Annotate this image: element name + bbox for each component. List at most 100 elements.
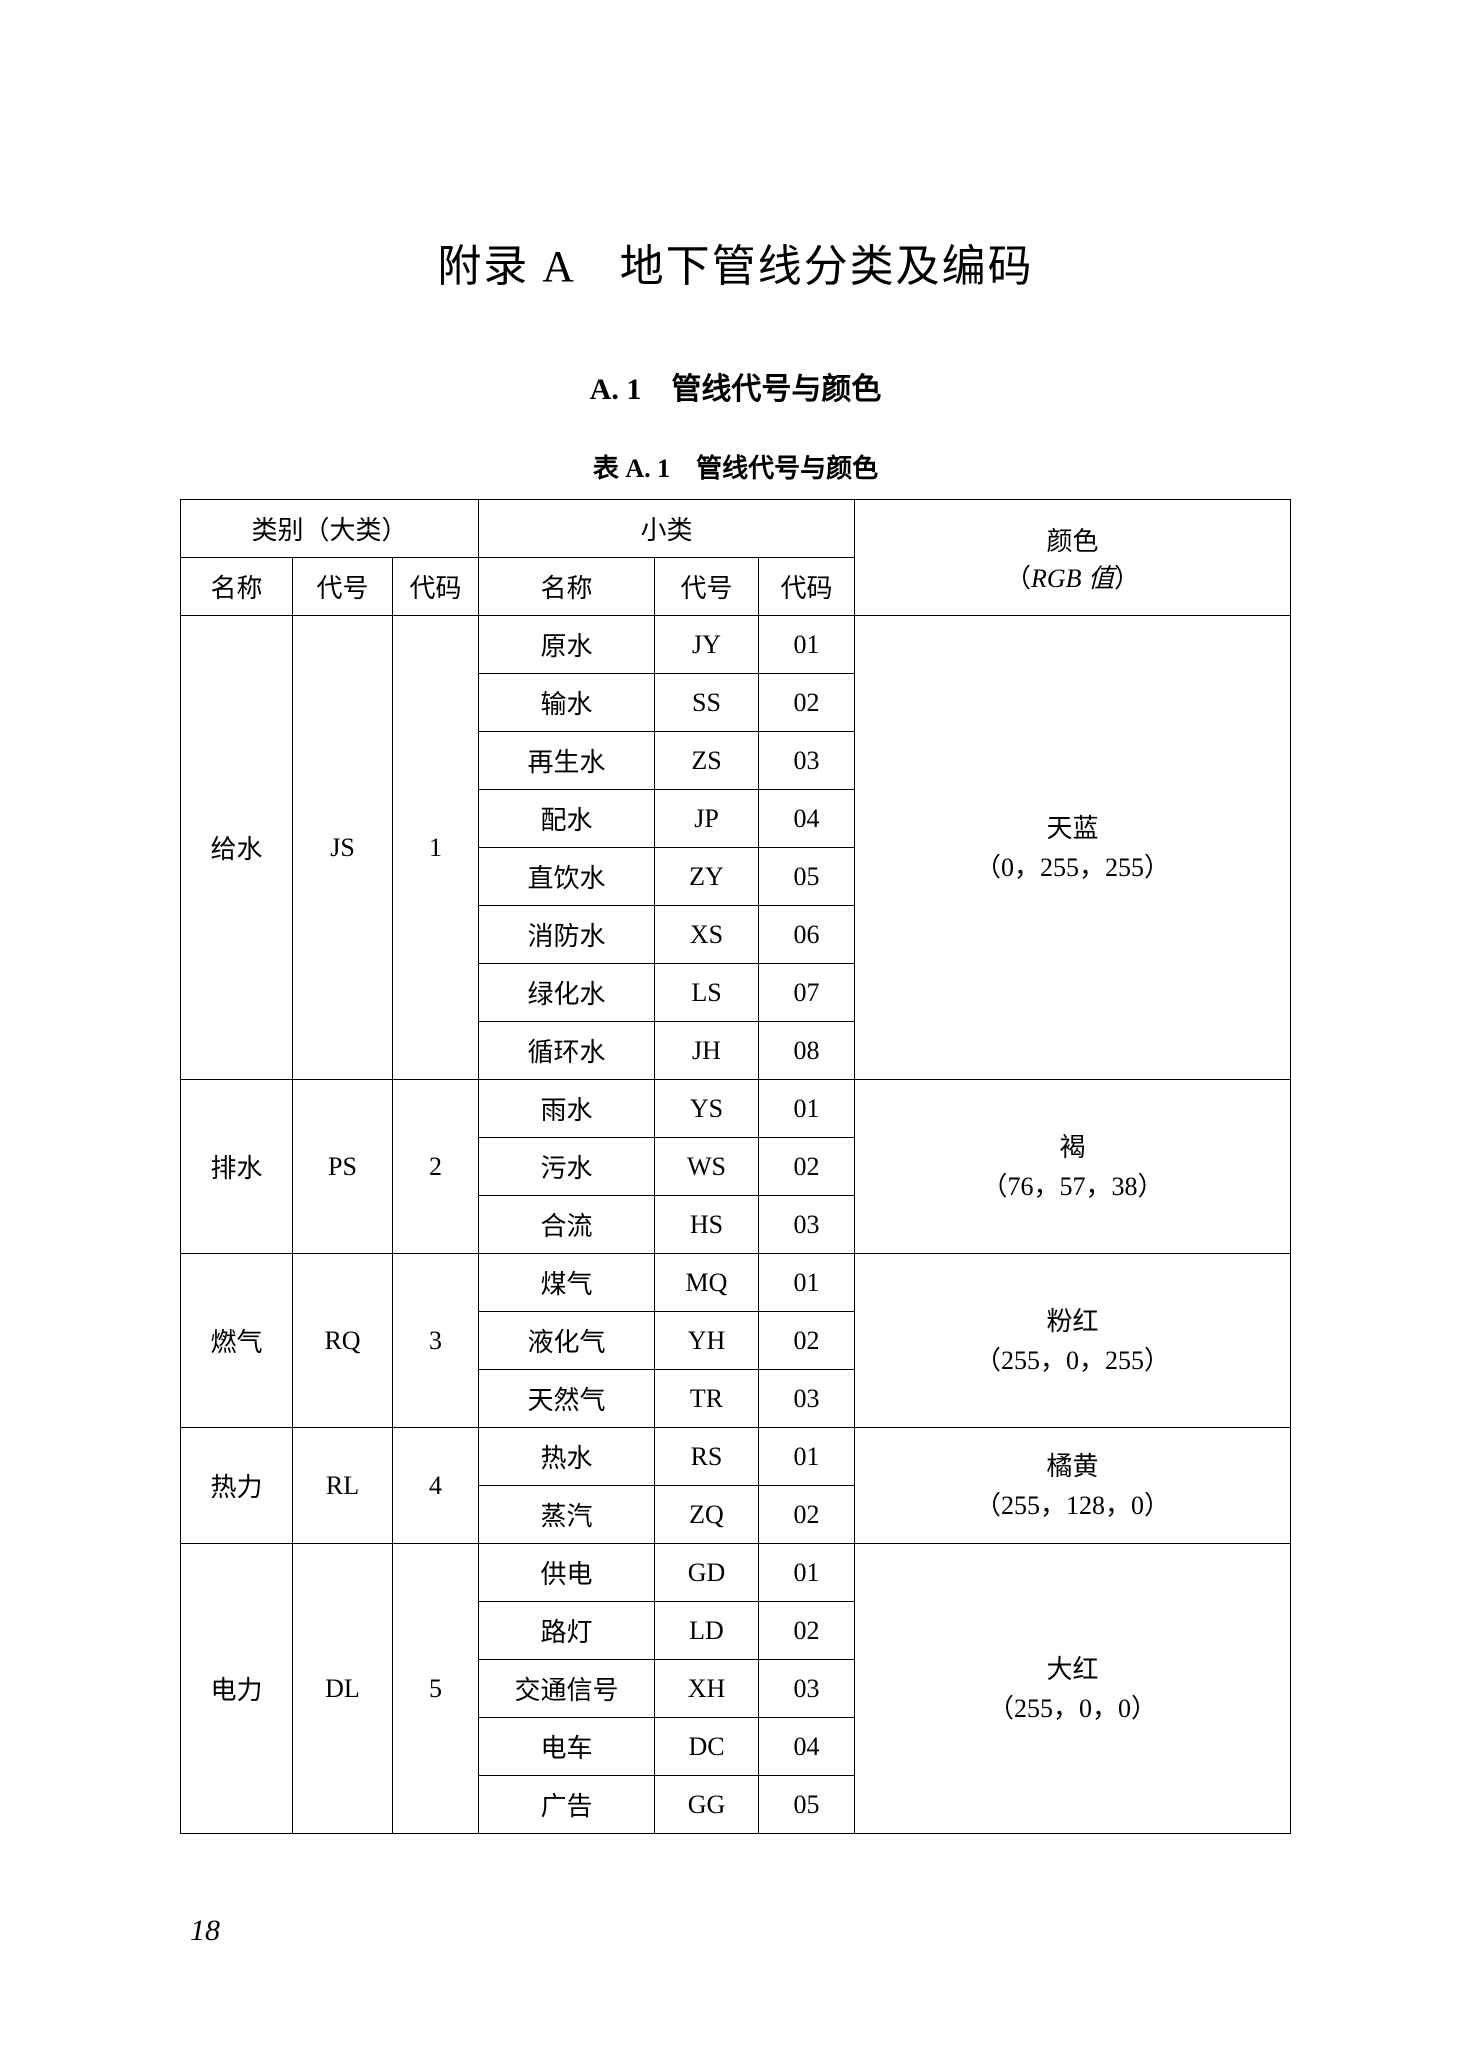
- minor-sym-cell: HS: [655, 1196, 759, 1254]
- pipeline-code-color-table: 类别（大类） 小类 颜色 （RGB 值） 名称 代号 代码 名称 代号 代码 给…: [180, 499, 1291, 1834]
- color-name: 大红: [1046, 1655, 1098, 1684]
- color-rgb: （76，57，38）: [981, 1172, 1163, 1201]
- minor-sym-cell: JP: [655, 790, 759, 848]
- minor-sym-cell: JH: [655, 1022, 759, 1080]
- major-code-cell: 3: [393, 1254, 479, 1428]
- minor-name-cell: 循环水: [479, 1022, 655, 1080]
- minor-code-cell: 03: [759, 1196, 855, 1254]
- minor-name-cell: 雨水: [479, 1080, 655, 1138]
- minor-name-cell: 污水: [479, 1138, 655, 1196]
- minor-sym-cell: GD: [655, 1544, 759, 1602]
- head-minor: 小类: [479, 500, 855, 558]
- minor-name-cell: 蒸汽: [479, 1486, 655, 1544]
- color-cell: 粉红（255，0，255）: [855, 1254, 1291, 1428]
- minor-code-cell: 01: [759, 616, 855, 674]
- minor-name-cell: 天然气: [479, 1370, 655, 1428]
- head-color-label: 颜色: [1046, 527, 1098, 556]
- major-name-cell: 给水: [181, 616, 293, 1080]
- minor-sym-cell: YS: [655, 1080, 759, 1138]
- minor-code-cell: 07: [759, 964, 855, 1022]
- minor-sym-cell: XS: [655, 906, 759, 964]
- minor-code-cell: 03: [759, 732, 855, 790]
- color-name: 天蓝: [1046, 814, 1098, 843]
- major-sym-cell: JS: [293, 616, 393, 1080]
- table-row: 燃气RQ3煤气MQ01粉红（255，0，255）: [181, 1254, 1291, 1312]
- minor-sym-cell: DC: [655, 1718, 759, 1776]
- major-sym-cell: RL: [293, 1428, 393, 1544]
- color-rgb: （0，255，255）: [975, 853, 1170, 882]
- minor-code-cell: 01: [759, 1254, 855, 1312]
- table-row: 电力DL5供电GD01大红（255，0，0）: [181, 1544, 1291, 1602]
- color-name: 粉红: [1046, 1307, 1098, 1336]
- section-heading: A. 1 管线代号与颜色: [180, 364, 1291, 408]
- minor-code-cell: 02: [759, 1312, 855, 1370]
- minor-name-cell: 配水: [479, 790, 655, 848]
- minor-code-cell: 06: [759, 906, 855, 964]
- minor-name-cell: 交通信号: [479, 1660, 655, 1718]
- table-row: 排水PS2雨水YS01褐（76，57，38）: [181, 1080, 1291, 1138]
- minor-name-cell: 电车: [479, 1718, 655, 1776]
- page-number: 18: [190, 1914, 220, 1948]
- minor-code-cell: 01: [759, 1080, 855, 1138]
- minor-sym-cell: XH: [655, 1660, 759, 1718]
- minor-name-cell: 供电: [479, 1544, 655, 1602]
- minor-code-cell: 02: [759, 674, 855, 732]
- minor-name-cell: 绿化水: [479, 964, 655, 1022]
- table-body: 给水JS1原水JY01天蓝（0，255，255）输水SS02再生水ZS03配水J…: [181, 616, 1291, 1834]
- minor-name-cell: 原水: [479, 616, 655, 674]
- minor-sym-cell: LD: [655, 1602, 759, 1660]
- minor-sym-cell: TR: [655, 1370, 759, 1428]
- minor-sym-cell: JY: [655, 616, 759, 674]
- major-sym-cell: PS: [293, 1080, 393, 1254]
- major-sym-cell: DL: [293, 1544, 393, 1834]
- minor-name-cell: 输水: [479, 674, 655, 732]
- color-name: 褐: [1059, 1133, 1085, 1162]
- head-minor-code: 代码: [759, 558, 855, 616]
- minor-name-cell: 再生水: [479, 732, 655, 790]
- head-minor-name: 名称: [479, 558, 655, 616]
- minor-name-cell: 直饮水: [479, 848, 655, 906]
- color-name: 橘黄: [1046, 1452, 1098, 1481]
- color-rgb: （255，128，0）: [975, 1491, 1170, 1520]
- color-cell: 大红 （255，0，0）: [855, 1544, 1291, 1834]
- minor-code-cell: 04: [759, 1718, 855, 1776]
- minor-code-cell: 05: [759, 848, 855, 906]
- minor-sym-cell: ZS: [655, 732, 759, 790]
- color-cell: 天蓝 （0，255，255）: [855, 616, 1291, 1080]
- minor-sym-cell: MQ: [655, 1254, 759, 1312]
- minor-sym-cell: WS: [655, 1138, 759, 1196]
- minor-code-cell: 02: [759, 1138, 855, 1196]
- major-name-cell: 电力: [181, 1544, 293, 1834]
- head-minor-sym: 代号: [655, 558, 759, 616]
- minor-code-cell: 03: [759, 1370, 855, 1428]
- major-name-cell: 热力: [181, 1428, 293, 1544]
- minor-code-cell: 05: [759, 1776, 855, 1834]
- appendix-title: 附录 A 地下管线分类及编码: [180, 230, 1291, 294]
- head-major-sym: 代号: [293, 558, 393, 616]
- major-code-cell: 2: [393, 1080, 479, 1254]
- minor-name-cell: 合流: [479, 1196, 655, 1254]
- minor-sym-cell: YH: [655, 1312, 759, 1370]
- minor-code-cell: 04: [759, 790, 855, 848]
- minor-sym-cell: ZY: [655, 848, 759, 906]
- major-name-cell: 排水: [181, 1080, 293, 1254]
- table-row: 热力RL4热水RS01橘黄（255，128，0）: [181, 1428, 1291, 1486]
- minor-name-cell: 液化气: [479, 1312, 655, 1370]
- minor-code-cell: 03: [759, 1660, 855, 1718]
- color-cell: 橘黄 （255，128，0）: [855, 1428, 1291, 1544]
- minor-sym-cell: SS: [655, 674, 759, 732]
- head-major-code: 代码: [393, 558, 479, 616]
- major-code-cell: 1: [393, 616, 479, 1080]
- table-row: 给水JS1原水JY01天蓝（0，255，255）: [181, 616, 1291, 674]
- head-major: 类别（大类）: [181, 500, 479, 558]
- minor-sym-cell: LS: [655, 964, 759, 1022]
- table-caption: 表 A. 1 管线代号与颜色: [180, 448, 1291, 485]
- minor-code-cell: 02: [759, 1486, 855, 1544]
- minor-sym-cell: ZQ: [655, 1486, 759, 1544]
- major-code-cell: 5: [393, 1544, 479, 1834]
- minor-name-cell: 路灯: [479, 1602, 655, 1660]
- major-code-cell: 4: [393, 1428, 479, 1544]
- color-rgb: （255，0，0）: [988, 1694, 1157, 1723]
- head-rgb-label: RGB 值: [1031, 564, 1114, 593]
- minor-sym-cell: RS: [655, 1428, 759, 1486]
